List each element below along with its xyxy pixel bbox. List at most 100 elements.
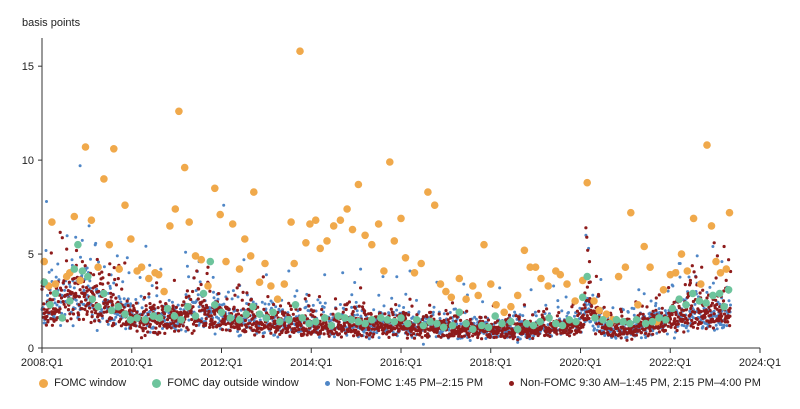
data-point [450, 301, 455, 305]
data-point [578, 293, 587, 302]
data-point [143, 326, 148, 330]
data-point [693, 302, 697, 306]
data-point [583, 178, 591, 187]
data-point [288, 304, 293, 308]
data-point [673, 326, 677, 330]
data-point [262, 314, 271, 322]
data-point [298, 307, 302, 311]
data-point [368, 331, 372, 335]
data-point [329, 222, 338, 230]
data-point [677, 250, 686, 258]
data-point [412, 323, 416, 327]
data-point [105, 319, 109, 324]
data-point [534, 314, 538, 318]
data-point [95, 284, 99, 288]
data-point [143, 333, 147, 338]
data-point [591, 324, 595, 328]
data-point [181, 324, 185, 328]
data-point [379, 322, 383, 326]
data-point [350, 293, 354, 297]
data-point [363, 309, 367, 313]
data-point [261, 275, 265, 279]
scatter-chart: basis points 0 5 10 15 2008:Q1 2010:Q1 2012:Q… [21, 17, 781, 369]
data-point [419, 328, 423, 332]
data-point [80, 238, 84, 242]
data-point [462, 334, 466, 338]
data-point [54, 275, 58, 279]
data-point [666, 324, 670, 328]
data-point [688, 317, 692, 321]
data-point [291, 312, 295, 316]
data-point [591, 293, 595, 297]
data-point [273, 333, 277, 337]
data-point [668, 304, 677, 313]
data-point [244, 329, 248, 334]
data-point [267, 302, 271, 306]
data-point [235, 265, 244, 273]
data-point [185, 264, 189, 268]
data-point [659, 321, 664, 325]
data-point [426, 317, 435, 326]
data-point [204, 321, 208, 325]
data-point [407, 313, 411, 317]
data-point [571, 297, 579, 305]
data-point [119, 317, 123, 321]
data-point [141, 316, 149, 324]
data-point [347, 323, 352, 327]
data-point [80, 307, 84, 311]
data-point [396, 323, 400, 327]
data-point [428, 328, 432, 332]
data-point [515, 322, 520, 326]
data-point [658, 325, 662, 329]
data-point [87, 288, 91, 292]
data-point [172, 309, 176, 313]
data-point [401, 253, 410, 262]
data-point [545, 307, 549, 311]
data-point [311, 317, 320, 326]
data-point [718, 308, 722, 313]
data-point [155, 286, 159, 290]
data-point [121, 280, 125, 284]
data-point [128, 308, 132, 312]
data-point [249, 302, 257, 311]
data-point [476, 335, 480, 340]
data-point [336, 216, 345, 224]
data-point [257, 330, 261, 334]
data-point [722, 244, 726, 249]
data-point [468, 317, 472, 322]
data-point [722, 289, 726, 293]
data-point [45, 308, 49, 312]
data-point [67, 280, 71, 284]
data-point [657, 307, 661, 311]
data-point [693, 320, 697, 325]
data-point [583, 306, 587, 310]
data-point [347, 316, 356, 324]
data-point [184, 295, 188, 299]
data-point [487, 280, 495, 288]
data-point [367, 326, 371, 330]
data-point [160, 287, 168, 296]
data-point [342, 323, 347, 328]
x-tick-label: 2018:Q1 [470, 357, 512, 369]
data-point [71, 312, 76, 316]
data-point [131, 304, 135, 308]
data-point [46, 293, 49, 297]
data-point [191, 312, 200, 320]
data-point [317, 295, 322, 299]
data-point [65, 319, 69, 323]
data-point [81, 291, 85, 295]
data-point [625, 332, 629, 336]
data-point [368, 316, 376, 324]
data-point [250, 188, 258, 196]
data-point [322, 310, 325, 314]
data-point [626, 310, 630, 314]
data-point [341, 271, 345, 275]
data-point [272, 302, 276, 307]
data-point [446, 318, 450, 322]
data-point [404, 292, 408, 296]
data-point [84, 286, 89, 290]
data-point [659, 286, 668, 294]
y-ticks: 0 5 10 15 [22, 61, 42, 355]
data-point [390, 310, 394, 314]
data-point [412, 332, 416, 336]
